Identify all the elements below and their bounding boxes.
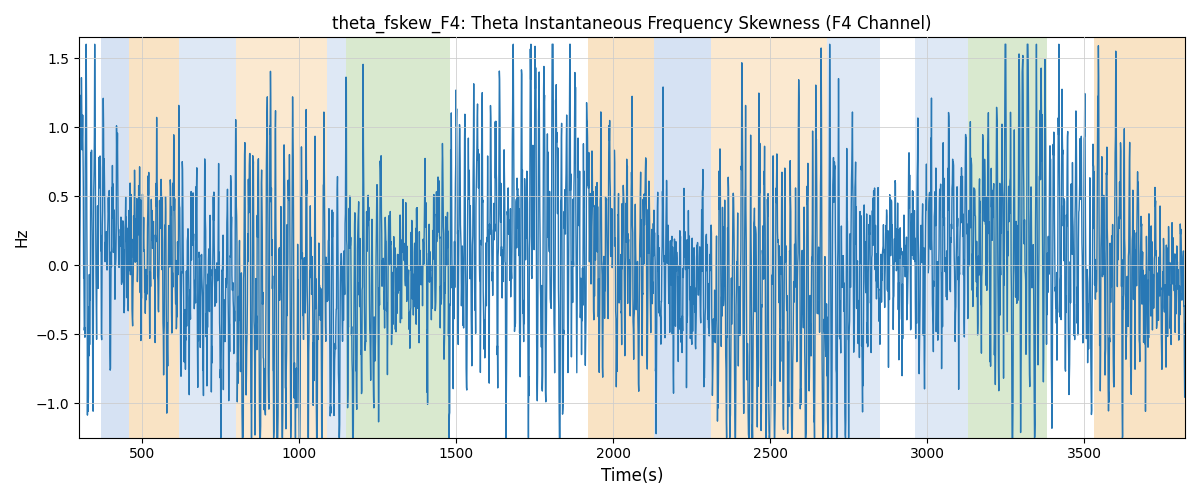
Y-axis label: Hz: Hz: [14, 228, 30, 248]
Bar: [749, 38, 827, 438]
Bar: [328, 38, 346, 438]
Bar: [236, 38, 328, 438]
Bar: [914, 38, 968, 438]
Bar: [180, 38, 236, 438]
Bar: [968, 38, 1046, 438]
Bar: [130, 38, 180, 438]
Bar: [654, 38, 710, 438]
Bar: [1094, 38, 1186, 438]
Bar: [346, 38, 450, 438]
Bar: [827, 38, 880, 438]
Title: theta_fskew_F4: Theta Instantaneous Frequency Skewness (F4 Channel): theta_fskew_F4: Theta Instantaneous Freq…: [332, 15, 931, 34]
X-axis label: Time(s): Time(s): [601, 467, 664, 485]
Bar: [710, 38, 749, 438]
Bar: [588, 38, 654, 438]
Bar: [101, 38, 130, 438]
